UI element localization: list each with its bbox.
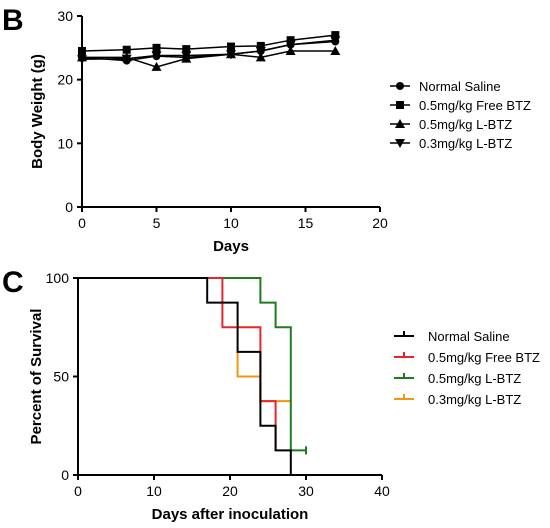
y-tick-label: 30 <box>57 8 73 24</box>
data-point <box>255 47 266 57</box>
x-tick-label: 10 <box>223 215 239 231</box>
y-tick-label: 0 <box>65 199 73 215</box>
survival-series-3 <box>236 351 291 403</box>
data-point <box>78 47 86 56</box>
data-point <box>285 46 296 56</box>
x-tick-label: 20 <box>372 215 388 231</box>
y-tick-label: 100 <box>46 270 70 286</box>
y-tick-label: 50 <box>53 369 69 385</box>
data-point <box>151 61 162 71</box>
data-point <box>286 36 295 45</box>
body-weight-chart: 0 10 20 30 0 5 10 15 20 Days Body Weight (g) Normal… <box>29 8 531 255</box>
data-point <box>77 55 87 65</box>
data-point <box>122 45 131 54</box>
data-point <box>255 52 266 62</box>
data-point <box>226 50 236 60</box>
data-point <box>181 51 192 61</box>
x-axis-title: Days <box>213 238 249 255</box>
data-point <box>256 41 265 50</box>
data-point <box>151 51 162 61</box>
x-tick-label: 15 <box>298 215 314 231</box>
series-line <box>81 39 336 61</box>
legend-label: 0.5mg/kg Free BTZ <box>419 98 531 113</box>
series-1 <box>78 31 340 56</box>
data-point <box>227 42 235 51</box>
survival-curve <box>78 277 292 475</box>
x-tick-label: 0 <box>74 483 82 499</box>
y-tick-label: 0 <box>61 467 69 483</box>
data-point <box>331 31 340 40</box>
x-axis-title: Days after inoculation <box>152 506 309 523</box>
legend-label: Normal Saline <box>428 329 510 344</box>
survival-curve <box>236 351 291 403</box>
series-line <box>82 50 336 68</box>
legend-label: Normal Saline <box>419 79 501 94</box>
data-point <box>152 43 161 52</box>
x-tick-label: 5 <box>153 215 161 231</box>
survival-curve <box>78 277 306 452</box>
data-point <box>330 46 341 56</box>
legend-marker <box>396 82 404 90</box>
legend-label: 0.3mg/kg L-BTZ <box>419 136 512 151</box>
x-tick-label: 30 <box>298 483 314 499</box>
series-3 <box>77 36 341 65</box>
legend-label: 0.5mg/kg L-BTZ <box>428 371 521 386</box>
legend-marker <box>395 119 405 128</box>
survival-series-0 <box>78 277 292 475</box>
survival-series-2 <box>78 277 307 455</box>
panel-b-letter: B <box>2 4 24 37</box>
y-axis-title: Percent of Survival <box>28 309 45 445</box>
x-tick-label: 40 <box>374 483 390 499</box>
survival-chart: 0 50 100 0 10 20 30 40 Days after inoculation Per… <box>28 270 540 523</box>
x-tick-label: 0 <box>78 215 86 231</box>
data-point <box>285 40 296 50</box>
data-point <box>121 54 132 64</box>
survival-series-1 <box>78 277 277 451</box>
y-tick-label: 20 <box>57 72 73 88</box>
legend-marker <box>395 139 405 148</box>
legend-label: 0.5mg/kg Free BTZ <box>428 350 540 365</box>
x-tick-label: 20 <box>222 483 238 499</box>
panel-c-letter: C <box>2 266 24 299</box>
x-tick-label: 10 <box>146 483 162 499</box>
series-line <box>81 34 336 52</box>
survival-curve <box>78 277 277 451</box>
legend-label: 0.5mg/kg L-BTZ <box>419 117 512 132</box>
data-point <box>330 36 341 46</box>
data-point <box>182 45 191 54</box>
legend-marker <box>396 101 404 109</box>
y-tick-label: 10 <box>57 135 73 151</box>
y-axis-title: Body Weight (g) <box>29 54 46 169</box>
legend-label: 0.3mg/kg L-BTZ <box>428 392 521 407</box>
